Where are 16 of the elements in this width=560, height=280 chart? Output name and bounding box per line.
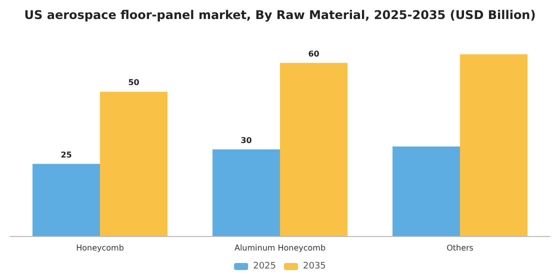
data-label: 25 (60, 150, 72, 160)
bar (280, 62, 348, 236)
legend-label: 2035 (303, 262, 326, 272)
chart-title: US aerospace floor-panel market, By Raw Material, 2025-2035 (USD Billion) (24, 8, 536, 22)
x-tick-label: Aluminum Honeycomb (234, 244, 326, 252)
bar (100, 92, 168, 236)
x-tick-label: Others (446, 244, 474, 252)
data-label: 60 (308, 49, 320, 58)
bar (32, 164, 100, 236)
data-label: 50 (128, 78, 140, 88)
data-label: 30 (240, 136, 252, 145)
bar (460, 54, 528, 236)
bar (392, 146, 460, 236)
bar (212, 149, 280, 236)
legend-label: 2025 (253, 262, 276, 272)
x-tick-label: Honeycomb (76, 244, 124, 252)
